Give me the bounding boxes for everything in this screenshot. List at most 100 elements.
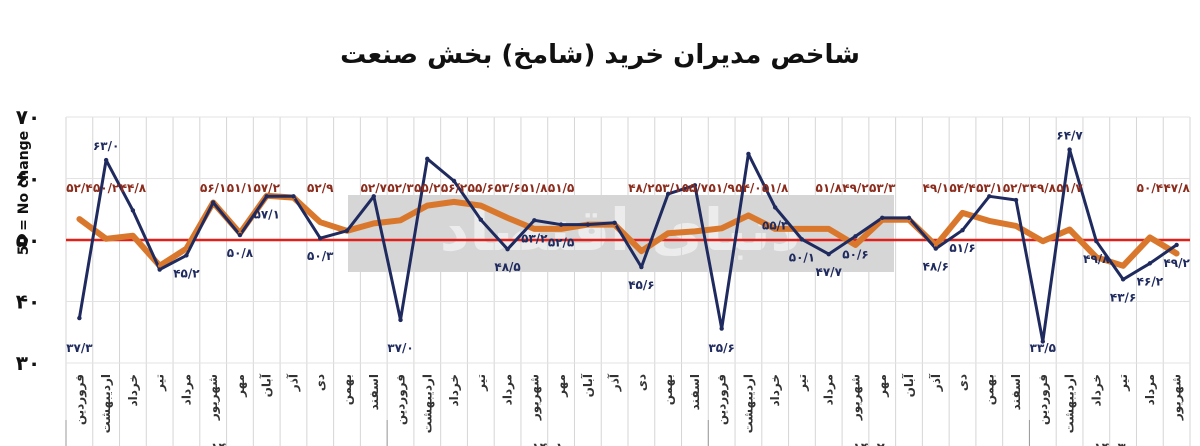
navy-point	[987, 194, 992, 199]
orange-point-label: ۵۱/۹	[708, 181, 735, 195]
x-tick-label: مهر	[875, 374, 889, 398]
orange-point	[639, 249, 644, 253]
navy-point-label: ۵۳/۲	[521, 231, 548, 245]
orange-point	[559, 227, 563, 231]
navy-point	[505, 247, 510, 252]
orange-point-label: ۵۰/۲	[93, 181, 120, 195]
navy-point	[532, 218, 537, 223]
navy-point	[1067, 147, 1072, 152]
orange-point-label: ۵۲/۳	[387, 181, 414, 195]
orange-point	[505, 216, 510, 220]
year-groups: ۱۴۰۰ ۱۴۰۱ ۱۴۰۲ ۱۴۰۳	[65, 420, 1126, 446]
orange-point-label: ۴۸/۲	[628, 181, 655, 195]
navy-point	[130, 208, 136, 213]
orange-point-label: ۵۳/۳	[869, 181, 896, 195]
navy-point	[344, 228, 350, 233]
navy-point-label: ۵۷/۱	[254, 207, 280, 221]
navy-point	[210, 200, 216, 205]
x-tick-label: اسفند	[688, 374, 702, 410]
x-tick-label: فروردین	[394, 374, 409, 425]
navy-point	[103, 157, 109, 163]
orange-point-label: ۴۹/۱	[923, 181, 949, 195]
navy-point-label: ۳۳/۵	[1030, 341, 1056, 355]
y-tick-label: ۵۰	[16, 228, 40, 252]
navy-point-label: ۵۰/۶	[842, 247, 868, 261]
orange-point-labels: ۵۲/۴ ۵۰/۲ ۴۴/۸ ۵۶/۱ ۵۱/۱ ۵۷/۲ ۵۲/۹ ۵۲/۷ ۵۲/۳ ۵۵/۲…	[66, 181, 1190, 195]
navy-point-label: ۳۷/۰	[387, 341, 413, 355]
x-tick-label: شهریور	[848, 374, 863, 421]
orange-point	[532, 227, 537, 231]
orange-point	[77, 217, 82, 221]
orange-point	[157, 264, 162, 268]
orange-point	[719, 226, 724, 231]
navy-point-label: ۴۸/۶	[923, 260, 949, 274]
orange-point	[1148, 235, 1152, 240]
navy-point	[665, 191, 671, 197]
orange-point	[1067, 227, 1072, 232]
navy-point-label: ۵۰/۳	[307, 249, 334, 263]
x-tick-label: اردیبهشت	[99, 374, 113, 433]
navy-point-label: ۴۸/۵	[494, 260, 520, 274]
orange-point-label: ۵۶/۲	[441, 181, 468, 195]
navy-point	[451, 178, 457, 184]
x-tick-label: آبان	[259, 373, 274, 397]
x-tick-label: اردیبهشت	[741, 374, 755, 433]
orange-point-label: ۵۱/۸	[816, 181, 843, 195]
navy-point	[772, 205, 778, 210]
navy-point-label: ۵۱/۶	[949, 241, 975, 255]
orange-point	[1014, 224, 1018, 228]
year-group-label: ۱۴۰۱	[532, 441, 564, 446]
orange-point	[693, 229, 697, 234]
orange-point-label: ۴۷/۸	[1163, 181, 1190, 195]
orange-point-label: ۵۵/۲	[414, 181, 441, 195]
year-group-label: ۱۴۰۲	[853, 441, 885, 446]
navy-point	[906, 215, 912, 221]
chart-title: شاخص مدیران خرید (شامخ) بخش صنعت	[340, 40, 860, 70]
orange-point-label: ۵۷/۲	[254, 181, 281, 195]
series-line-navy	[77, 148, 1178, 343]
x-tick-label: آذر	[285, 373, 300, 392]
orange-point	[1174, 251, 1179, 256]
navy-point	[692, 183, 698, 188]
orange-point	[773, 227, 777, 231]
navy-point	[880, 215, 885, 221]
orange-point-label: ۵۱/۵	[548, 181, 574, 195]
x-tick-label: دی	[634, 374, 648, 391]
orange-point-label: ۵۳/۱	[976, 181, 1002, 195]
orange-point	[1041, 239, 1045, 244]
navy-point-label: ۵۲/۵	[548, 236, 574, 250]
x-tick-label: آبان	[901, 373, 916, 397]
navy-point	[184, 253, 189, 258]
orange-point	[131, 233, 135, 238]
orange-point	[826, 227, 831, 231]
navy-point-label: ۴۹/۲	[1163, 256, 1190, 270]
navy-point-label: ۶۳/۰	[93, 139, 119, 153]
navy-point	[612, 220, 617, 225]
x-tick-label: اسفند	[1009, 374, 1023, 410]
navy-point	[960, 227, 965, 233]
year-group-label: ۱۴۰۰	[211, 441, 243, 446]
orange-point	[184, 246, 189, 251]
navy-point-label: ۳۷/۳	[66, 341, 93, 355]
navy-point	[585, 222, 591, 227]
x-tick-label: آذر	[607, 373, 622, 392]
navy-point-label: ۵۵/۳	[762, 218, 789, 232]
x-tick-label: مهر	[233, 374, 247, 398]
x-tick-label: فروردین	[1036, 374, 1051, 425]
x-tick-label: مرداد	[1143, 374, 1157, 405]
orange-point-label: ۵۱/۸	[521, 181, 548, 195]
y-tick-label: ۷۰	[16, 105, 40, 129]
navy-point	[933, 246, 938, 251]
x-tick-label: دی	[313, 374, 327, 391]
y-tick-label: ۴۰	[16, 290, 40, 314]
orange-point-label: ۴۹/۲	[842, 181, 869, 195]
navy-point	[1174, 242, 1179, 248]
orange-point-label: ۵۵/۷	[682, 181, 709, 195]
orange-point-label: ۴۴/۸	[120, 181, 147, 195]
orange-point-label: ۵۴/۰	[735, 181, 761, 195]
navy-point-label: ۴۳/۶	[1110, 290, 1136, 304]
orange-point	[318, 220, 323, 224]
navy-point	[826, 251, 831, 257]
navy-point	[291, 194, 296, 199]
